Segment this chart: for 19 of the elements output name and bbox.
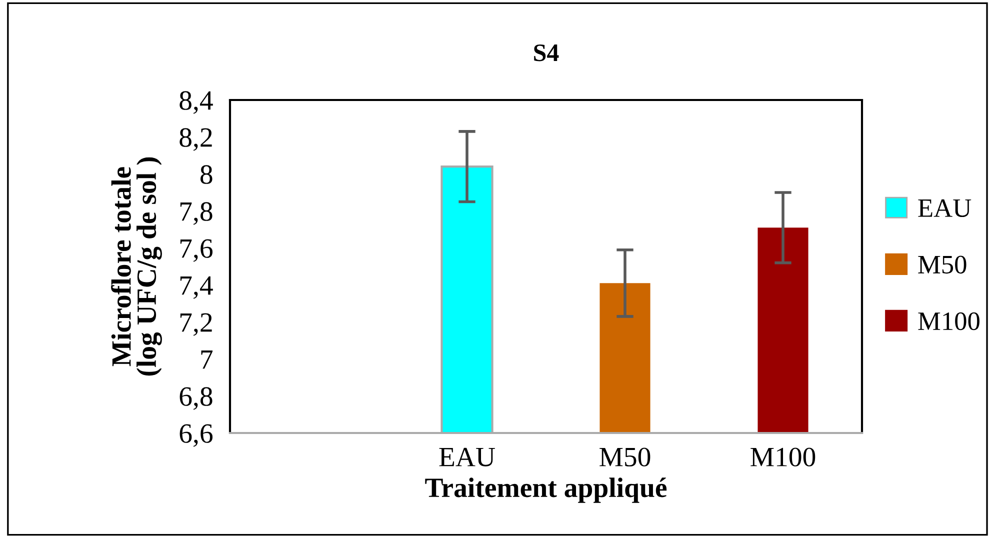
x-tick-label: M100	[750, 448, 816, 466]
x-tick-label: M50	[600, 448, 650, 466]
legend-label: M100	[918, 312, 980, 330]
legend-label: EAU	[918, 199, 972, 218]
y-tick-label: 6,8	[180, 387, 212, 410]
chart-title: S4	[534, 44, 559, 62]
y-tick-label: 7,2	[180, 313, 212, 336]
y-tick-label: 7,8	[180, 202, 212, 225]
y-tick-label: 7,6	[180, 239, 213, 262]
x-tick-label: EAU	[439, 448, 495, 466]
y-tick-label: 7	[201, 350, 213, 369]
y-axis-title: Microflore totale (log UFC/g de sol )	[111, 157, 162, 376]
x-axis-title: Traitement appliqué	[425, 478, 667, 503]
y-tick-label: 8	[200, 165, 212, 184]
y-tick-label: 8,2	[180, 128, 212, 151]
legend-label: M50	[918, 256, 966, 274]
y-tick-label: 6,6	[180, 424, 213, 447]
y-tick-label: 8,4	[180, 91, 213, 114]
y-tick-label: 7,4	[180, 276, 213, 299]
